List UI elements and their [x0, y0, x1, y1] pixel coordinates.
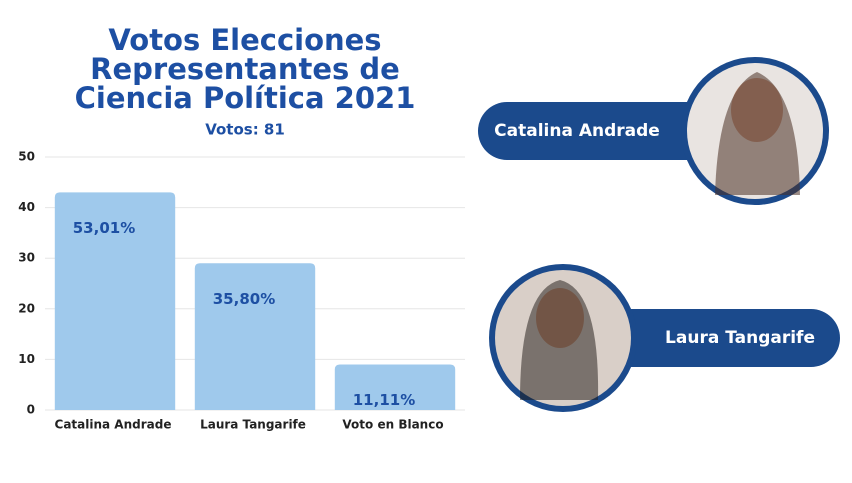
y-tick-label: 30 — [18, 251, 35, 265]
bar — [194, 263, 316, 410]
photo-hair — [520, 280, 599, 400]
y-tick-label: 40 — [18, 200, 35, 214]
bar — [334, 364, 456, 410]
card-name: Catalina Andrade — [494, 121, 660, 141]
card-pill — [478, 102, 728, 160]
x-tick-label: Laura Tangarife — [200, 418, 306, 432]
bar-label: 11,11% — [353, 391, 415, 409]
card-pill — [600, 309, 840, 367]
chart-title: Ciencia Política 2021 — [75, 81, 416, 115]
y-tick-label: 20 — [18, 301, 35, 315]
x-tick-label: Voto en Blanco — [342, 418, 443, 432]
bar-label: 35,80% — [213, 290, 275, 308]
card-name: Laura Tangarife — [665, 328, 815, 348]
y-tick-label: 10 — [18, 352, 35, 366]
y-tick-label: 50 — [18, 150, 35, 164]
bar-label: 53,01% — [73, 219, 135, 237]
y-tick-label: 0 — [27, 403, 35, 417]
bar — [54, 192, 176, 410]
photo-hair — [715, 72, 800, 195]
x-tick-label: Catalina Andrade — [55, 418, 172, 432]
chart-title: Votos Elecciones — [108, 23, 381, 57]
chart-title: Representantes de — [90, 52, 400, 86]
chart-subtitle: Votos: 81 — [205, 121, 285, 139]
